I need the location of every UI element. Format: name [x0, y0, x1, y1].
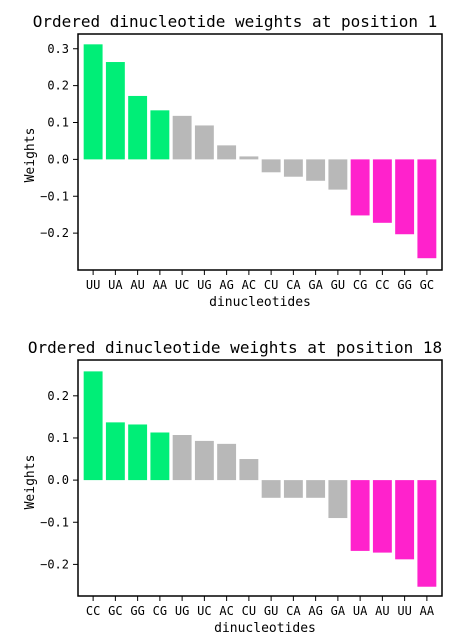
x-tick-label: CU — [264, 278, 278, 292]
bar-cg — [350, 159, 370, 216]
x-tick-label: AG — [308, 604, 322, 618]
y-tick-label: 0.2 — [47, 79, 69, 93]
x-tick-label: AA — [420, 604, 435, 618]
y-tick-label: 0.2 — [47, 389, 69, 403]
bar-gg — [128, 424, 148, 481]
x-tick-label: UC — [197, 604, 211, 618]
x-tick-label: AG — [219, 278, 233, 292]
bar-gu — [261, 480, 281, 498]
x-tick-label: GG — [130, 604, 144, 618]
bar-uc — [172, 115, 192, 160]
bar-ac — [239, 156, 259, 160]
x-tick-label: GA — [308, 278, 323, 292]
x-tick-label: UG — [197, 278, 211, 292]
x-tick-label: GU — [264, 604, 278, 618]
bar-cu — [261, 159, 281, 173]
x-tick-label: GC — [108, 604, 122, 618]
x-tick-label: GU — [331, 278, 345, 292]
bar-aa — [417, 480, 437, 587]
bar-cc — [372, 159, 392, 223]
x-tick-label: GC — [420, 278, 434, 292]
y-tick-label: 0.1 — [47, 431, 69, 445]
x-tick-label: AU — [130, 278, 144, 292]
x-tick-label: AC — [219, 604, 233, 618]
chart-title: Ordered dinucleotide weights at position… — [33, 12, 438, 31]
bar-cu — [239, 459, 259, 481]
chart-title: Ordered dinucleotide weights at position… — [28, 338, 442, 357]
bar-gg — [395, 159, 415, 235]
bar-ag — [306, 480, 326, 498]
y-tick-label: 0.1 — [47, 116, 69, 130]
bar-cg — [150, 432, 170, 481]
bar-ga — [306, 159, 326, 181]
x-tick-label: CA — [286, 278, 301, 292]
x-tick-label: CA — [286, 604, 301, 618]
x-tick-label: CG — [353, 278, 367, 292]
x-tick-label: CC — [375, 278, 389, 292]
x-tick-label: UU — [86, 278, 100, 292]
x-tick-label: CG — [153, 604, 167, 618]
x-tick-label: UG — [175, 604, 189, 618]
x-tick-label: UU — [397, 604, 411, 618]
y-tick-label: −0.1 — [40, 515, 69, 529]
y-axis-label: Weights — [23, 128, 38, 183]
bar-uc — [194, 440, 214, 481]
x-ticks: UU UA AU AA UC UG AG AC CU CA GA GU CG CC GG GC — [86, 270, 434, 292]
x-tick-label: AC — [242, 278, 256, 292]
bar-gc — [417, 159, 437, 259]
y-ticks: 0.2 0.1 0.0 −0.1 −0.2 — [40, 389, 78, 571]
bar-ug — [172, 435, 192, 481]
y-tick-label: −0.2 — [40, 557, 69, 571]
bar-au — [128, 95, 148, 160]
y-tick-label: 0.0 — [47, 152, 69, 166]
x-tick-label: CC — [86, 604, 100, 618]
y-axis-label: Weights — [23, 455, 38, 510]
bar-ag — [217, 145, 237, 160]
bars — [83, 44, 437, 259]
bar-uu — [395, 480, 415, 560]
chart-position-18: Ordered dinucleotide weights at position… — [23, 338, 443, 636]
bar-uu — [83, 44, 103, 160]
y-tick-label: −0.1 — [40, 189, 69, 203]
plot-frame — [77, 33, 443, 271]
x-tick-label: UA — [108, 278, 123, 292]
chart-position-1: Ordered dinucleotide weights at position… — [23, 12, 443, 310]
bars — [83, 371, 437, 587]
y-tick-label: 0.0 — [47, 473, 69, 487]
y-tick-label: 0.3 — [47, 42, 69, 56]
x-ticks: CC GC GG CG UG UC AC CU GU CA AG GA UA AU UU AA — [86, 596, 435, 618]
bar-ua — [350, 480, 370, 551]
x-axis-label: dinucleotides — [209, 295, 311, 310]
bar-gu — [328, 159, 348, 190]
x-tick-label: UA — [353, 604, 368, 618]
bar-au — [372, 480, 392, 553]
x-tick-label: AU — [375, 604, 389, 618]
bar-ua — [105, 62, 125, 160]
bar-ug — [194, 125, 214, 160]
y-ticks: 0.3 0.2 0.1 0.0 −0.1 −0.2 — [40, 42, 78, 240]
x-tick-label: AA — [153, 278, 168, 292]
bar-cc — [83, 371, 103, 481]
bar-aa — [150, 110, 170, 160]
bar-ca — [283, 480, 303, 498]
x-axis-label: dinucleotides — [214, 621, 316, 636]
y-tick-label: −0.2 — [40, 226, 69, 240]
x-tick-label: GA — [331, 604, 346, 618]
plot-frame — [77, 359, 443, 597]
x-tick-label: CU — [242, 604, 256, 618]
bar-gc — [105, 422, 125, 481]
x-tick-label: GG — [397, 278, 411, 292]
bar-ac — [217, 443, 237, 481]
bar-ga — [328, 480, 348, 519]
x-tick-label: UC — [175, 278, 189, 292]
bar-ca — [283, 159, 303, 177]
